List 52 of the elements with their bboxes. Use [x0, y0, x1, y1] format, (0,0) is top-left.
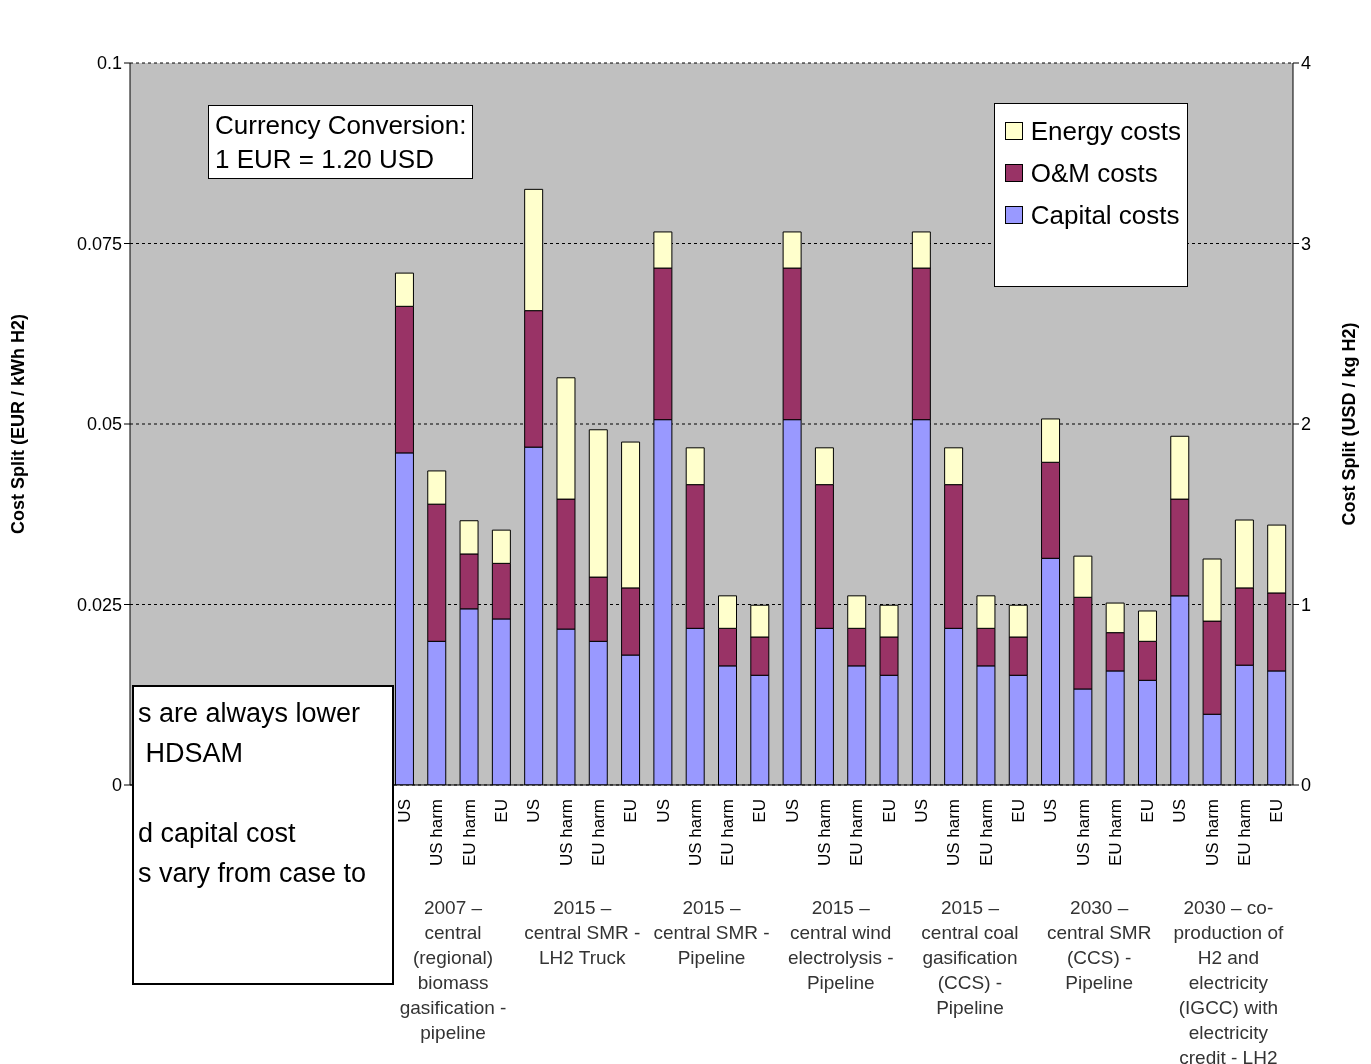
x-tick-label: US harm: [556, 799, 576, 867]
x-tick-label: EU harm: [976, 799, 996, 867]
y-tick-label: 0.075: [76, 233, 122, 254]
y-tick-label: 0: [111, 775, 122, 796]
x-tick-label: US harm: [815, 799, 835, 867]
x-tick-label: US: [524, 799, 544, 823]
x-tick-label: US harm: [944, 799, 964, 867]
x-tick-label: EU: [1008, 799, 1028, 823]
y2-tick-label: 3: [1301, 233, 1312, 254]
x-tick-label: US: [1041, 799, 1061, 823]
x-tick-label: US: [1170, 799, 1190, 823]
y-tick-label: 0.1: [96, 53, 122, 74]
x-tick-label: US: [911, 799, 931, 823]
legend-label: O&M costs: [1030, 157, 1158, 190]
y2-tick-label: 1: [1301, 594, 1312, 615]
x-tick-label: US: [395, 799, 415, 823]
y-tick-label: 0.025: [76, 594, 122, 615]
x-tick-label: EU harm: [588, 799, 608, 867]
x-tick-label: EU: [492, 799, 512, 823]
y2-tick-label: 0: [1301, 775, 1312, 796]
y-tick-label: 0.05: [86, 414, 122, 435]
x-tick-label: US harm: [1202, 799, 1222, 867]
legend-label: Energy costs: [1030, 115, 1181, 148]
x-tick-label: US: [782, 799, 802, 823]
callout-box: s are always lower HDSAM d capital cost s vary from case to: [132, 685, 394, 985]
y2-tick-label: 2: [1301, 414, 1312, 435]
text: 2030 – central SMR (CCS) - Pipeline: [1045, 896, 1153, 995]
text: 2015 – central SMR - Pipeline: [652, 896, 771, 970]
x-tick-label: EU: [750, 799, 770, 823]
text: 2007 – central (regional) biomass gasification - pipeline: [398, 896, 508, 1045]
x-tick-label: EU harm: [459, 799, 479, 867]
annotation: Currency Conversion: 1 EUR = 1.20 USD: [208, 105, 474, 179]
text: 2015 – central SMR - LH2 Truck: [523, 896, 642, 970]
text: 2015 – central coal gasification (CCS) - Pipeline: [920, 896, 1020, 1020]
x-tick-label: US: [653, 799, 673, 823]
y-axis-title: Cost Split (EUR / kWh H2): [8, 314, 29, 534]
y2-axis-title: Cost Split (USD / kg H2): [1339, 322, 1360, 526]
x-tick-label: US harm: [685, 799, 705, 867]
x-tick-label: EU: [1267, 799, 1287, 823]
x-tick-label: EU harm: [718, 799, 738, 867]
legend-label: Capital costs: [1030, 199, 1180, 232]
x-tick-label: EU harm: [1235, 799, 1255, 867]
x-tick-label: EU harm: [1105, 799, 1125, 867]
text: 2015 – central wind electrolysis - Pipeline: [786, 896, 895, 995]
x-tick-label: EU: [621, 799, 641, 823]
x-tick-label: EU harm: [847, 799, 867, 867]
y2-tick-label: 4: [1301, 53, 1312, 74]
x-tick-label: US harm: [1073, 799, 1093, 867]
text: 2030 – co- production of H2 and electricity (IGCC) with electricity credit - LH2: [1172, 896, 1285, 1064]
x-tick-label: EU: [1138, 799, 1158, 823]
x-tick-label: US harm: [427, 799, 447, 867]
x-tick-label: EU: [879, 799, 899, 823]
